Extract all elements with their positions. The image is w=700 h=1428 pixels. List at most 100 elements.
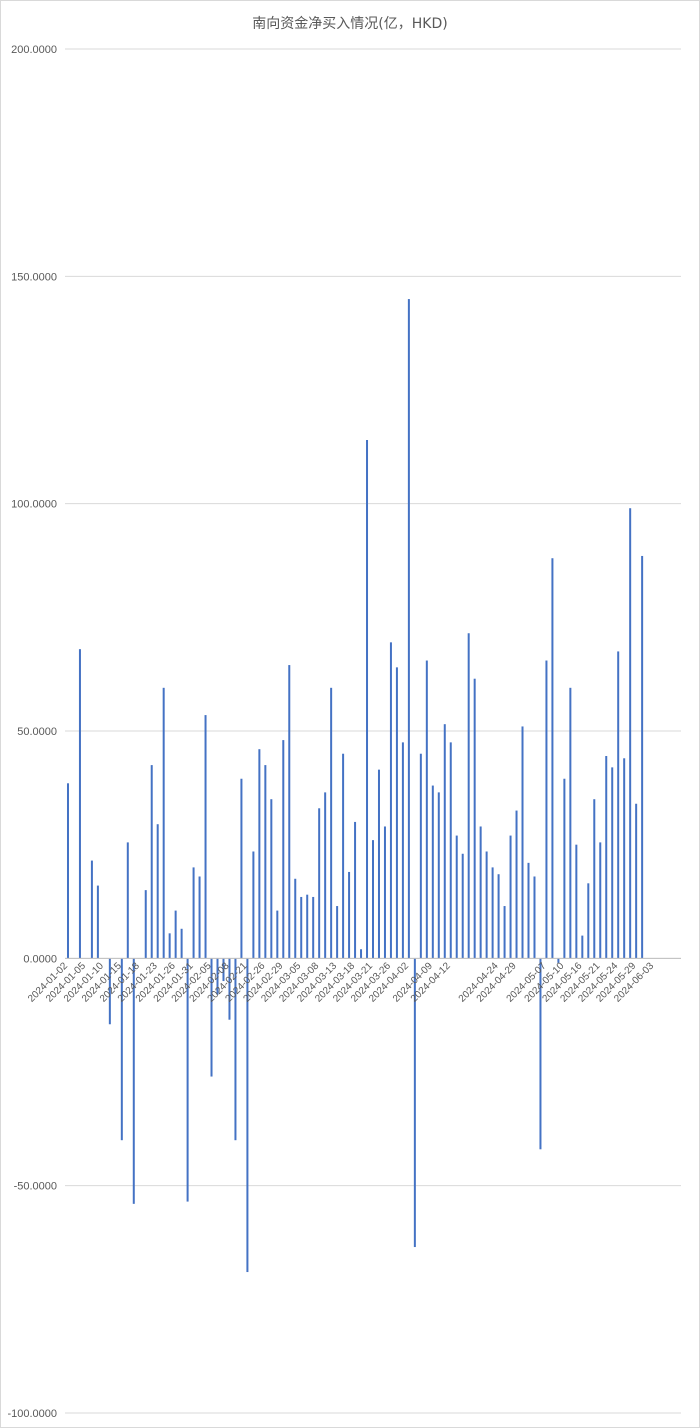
bar (366, 440, 369, 959)
bar (66, 783, 69, 959)
bar (78, 649, 81, 959)
y-tick-label: 0.0000 (23, 953, 57, 965)
y-tick-label: -100.0000 (7, 1408, 57, 1420)
bar (354, 821, 357, 959)
bar (569, 687, 572, 959)
bar (96, 885, 99, 959)
bar (449, 742, 452, 959)
bar (605, 756, 608, 959)
bar (563, 778, 566, 959)
bar (503, 906, 506, 959)
bar (593, 799, 596, 959)
bar (485, 851, 488, 959)
bar (174, 910, 177, 959)
bar (425, 660, 428, 959)
bar (108, 958, 111, 1025)
bar (318, 808, 321, 959)
bar (324, 792, 327, 959)
bar (282, 740, 285, 959)
bar (401, 742, 404, 959)
bar (395, 667, 398, 959)
bar (383, 826, 386, 959)
bar (246, 958, 249, 1273)
bar (90, 860, 93, 959)
bar (497, 874, 500, 959)
bar (150, 765, 153, 959)
bar (461, 853, 464, 959)
bar (294, 878, 297, 959)
bar (330, 687, 333, 959)
bars (66, 299, 644, 1273)
bar (581, 935, 584, 959)
bar (228, 958, 231, 1020)
bar (360, 949, 363, 959)
bar (617, 651, 620, 959)
bar (168, 933, 171, 959)
bar (342, 753, 345, 959)
bar (521, 726, 524, 959)
bar (533, 876, 536, 959)
bar (629, 508, 632, 959)
bar (300, 896, 303, 959)
bar (509, 835, 512, 959)
bar (288, 665, 291, 959)
bar (264, 765, 267, 959)
bar (336, 906, 339, 959)
bar (276, 910, 279, 959)
y-axis-tick-labels: -100.0000 -50.0000 0.0000 50.0000 100.0000 15… (7, 44, 57, 1420)
y-tick-label: 200.0000 (11, 44, 57, 56)
bar (192, 867, 195, 959)
bar (437, 792, 440, 959)
bar (611, 767, 614, 959)
bar (443, 724, 446, 959)
bar (198, 876, 201, 959)
bar (491, 867, 494, 959)
bar (479, 826, 482, 959)
bar (545, 660, 548, 959)
bar (587, 883, 590, 959)
x-axis-tick-labels: 2024-01-022024-01-052024-01-102024-01-15… (26, 960, 656, 1004)
bar (419, 753, 422, 959)
y-tick-label: 100.0000 (11, 499, 57, 511)
bar (455, 835, 458, 959)
bar (641, 555, 644, 959)
bar (413, 958, 416, 1248)
bar (234, 958, 237, 1141)
bar (539, 958, 542, 1150)
y-tick-label: 50.0000 (17, 726, 57, 738)
bar (258, 749, 261, 959)
bar (389, 642, 392, 959)
bar (144, 890, 147, 959)
bar (557, 958, 560, 963)
bar (132, 958, 135, 1204)
bar (312, 896, 315, 959)
bar (120, 958, 123, 1141)
bar (156, 824, 159, 959)
bar (270, 799, 273, 959)
bar (527, 862, 530, 959)
bar (467, 633, 470, 959)
bar (348, 871, 351, 959)
bar (180, 928, 183, 959)
bar (575, 844, 578, 959)
y-tick-label: 150.0000 (11, 271, 57, 283)
bar (252, 851, 255, 959)
bar (204, 715, 207, 959)
bar (407, 299, 410, 959)
bar (623, 758, 626, 959)
gridlines (65, 48, 681, 1414)
bar (162, 687, 165, 959)
bar (372, 840, 374, 959)
bar (635, 803, 638, 959)
bar (222, 958, 225, 982)
bar (210, 958, 213, 1077)
y-tick-label: -50.0000 (14, 1181, 57, 1193)
bar (216, 958, 219, 995)
bar (515, 810, 518, 959)
bar (473, 678, 476, 959)
bar (126, 842, 129, 959)
bar (240, 778, 243, 959)
bar (599, 842, 602, 959)
